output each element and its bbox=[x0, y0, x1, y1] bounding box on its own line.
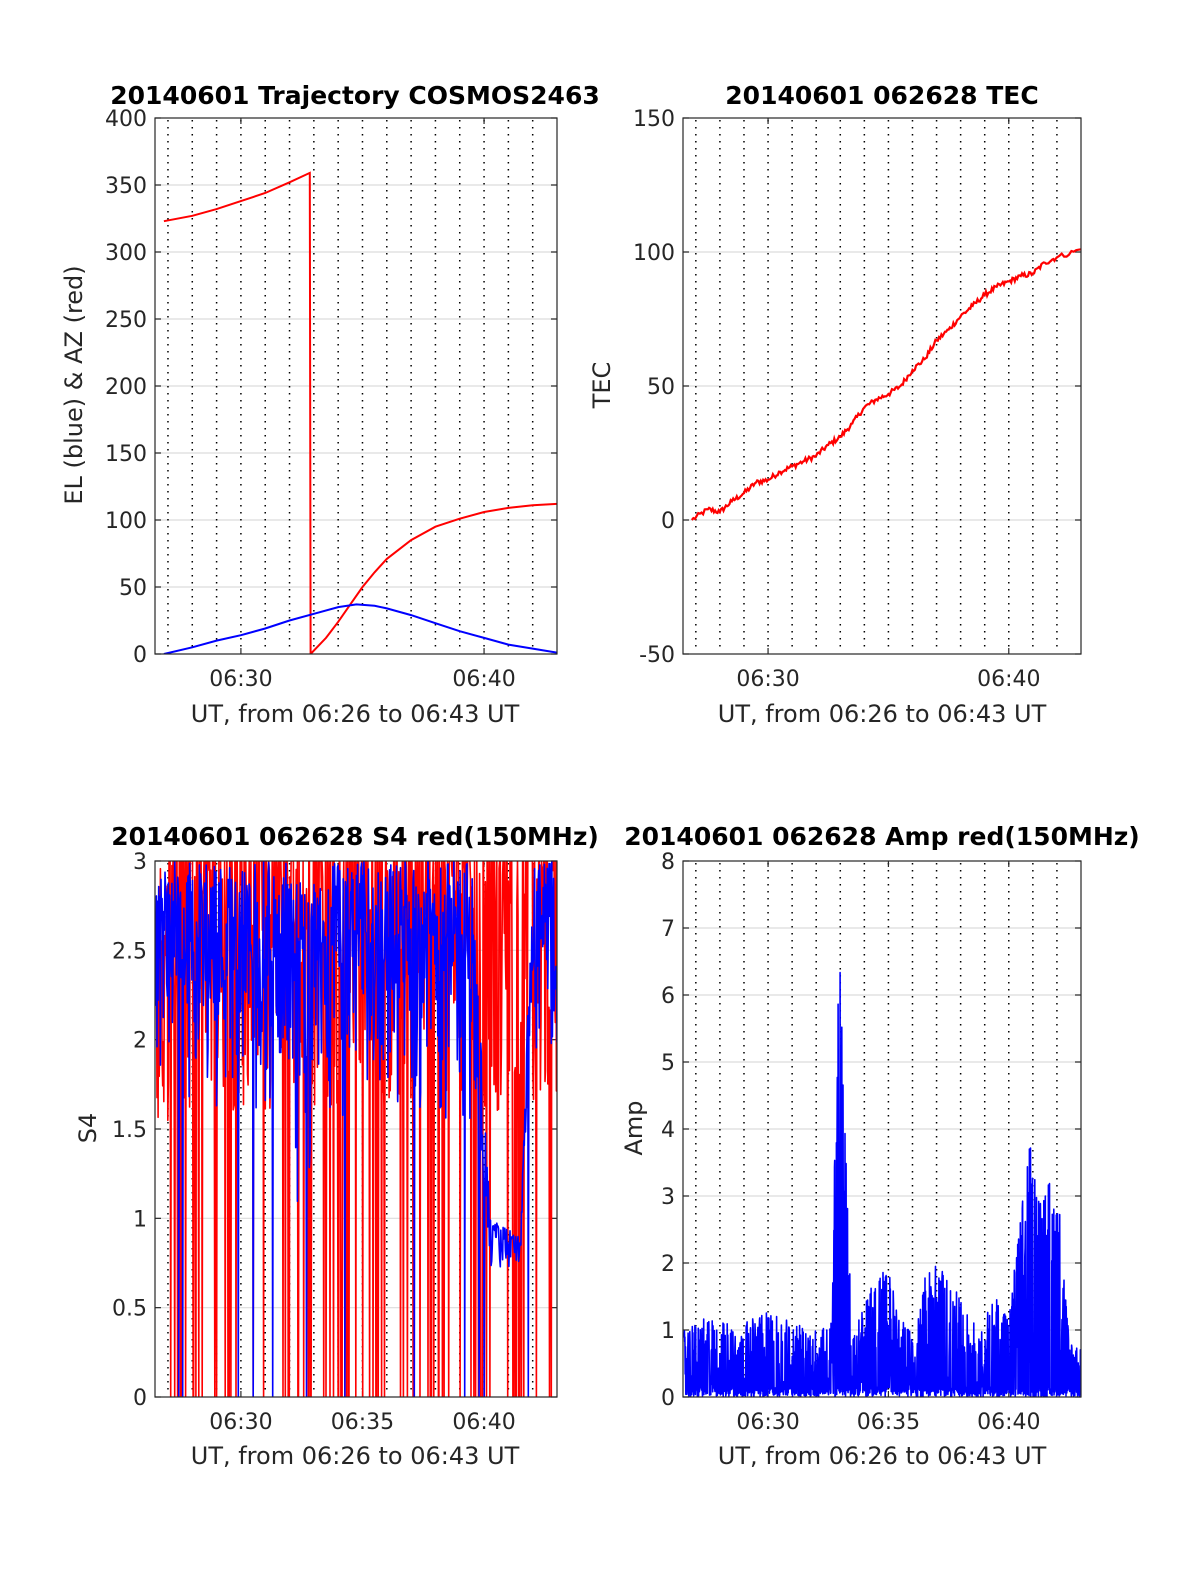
amp-panel: 20140601 062628 Amp red(150MHz) UT, from… bbox=[620, 822, 1140, 1470]
axes-frame bbox=[154, 117, 558, 655]
y-tick-label: 50 bbox=[647, 375, 675, 400]
x-tick-label: 06:30 bbox=[209, 1410, 272, 1435]
y-tick-label: 200 bbox=[105, 375, 147, 400]
s4-ylabel: S4 bbox=[74, 1113, 102, 1144]
trajectory-ylabel: EL (blue) & AZ (red) bbox=[60, 265, 88, 504]
y-tick-label: 300 bbox=[105, 241, 147, 266]
tec-xlabel: UT, from 06:26 to 06:43 UT bbox=[718, 700, 1047, 728]
y-tick-label: 8 bbox=[661, 850, 675, 875]
y-tick-label: 150 bbox=[105, 442, 147, 467]
y-tick-label: 0 bbox=[133, 643, 147, 668]
x-tick-label: 06:35 bbox=[857, 1410, 920, 1435]
amp-ylabel: Amp bbox=[620, 1100, 648, 1155]
y-tick-label: 5 bbox=[661, 1051, 675, 1076]
axes-frame bbox=[154, 860, 558, 1398]
amp-xlabel: UT, from 06:26 to 06:43 UT bbox=[718, 1442, 1047, 1470]
y-tick-label: 2 bbox=[661, 1252, 675, 1277]
y-tick-label: 7 bbox=[661, 917, 675, 942]
series-group bbox=[683, 971, 1081, 1397]
y-tick-label: 0.5 bbox=[112, 1297, 147, 1322]
y-tick-label: 100 bbox=[105, 509, 147, 534]
y-tick-label: 1 bbox=[133, 1207, 147, 1232]
series-line bbox=[690, 248, 1081, 521]
series-line bbox=[163, 171, 557, 654]
series-group bbox=[155, 861, 557, 1397]
trajectory-title: 20140601 Trajectory COSMOS2463 bbox=[110, 81, 600, 110]
y-tick-label: 2 bbox=[133, 1029, 147, 1054]
y-tick-label: 3 bbox=[133, 850, 147, 875]
series-line bbox=[683, 971, 1081, 1397]
s4-title: 20140601 062628 S4 red(150MHz) bbox=[111, 822, 599, 851]
series-group bbox=[690, 248, 1081, 521]
y-tick-label: 6 bbox=[661, 984, 675, 1009]
s4-xlabel: UT, from 06:26 to 06:43 UT bbox=[191, 1442, 520, 1470]
y-tick-label: 250 bbox=[105, 308, 147, 333]
x-tick-label: 06:40 bbox=[452, 667, 515, 692]
tec-panel: 20140601 062628 TEC UT, from 06:26 to 06… bbox=[588, 81, 1082, 728]
x-tick-label: 06:35 bbox=[331, 1410, 394, 1435]
y-tick-label: 100 bbox=[633, 241, 675, 266]
x-tick-label: 06:40 bbox=[977, 1410, 1040, 1435]
y-tick-label: 150 bbox=[633, 107, 675, 132]
s4-panel: 20140601 062628 S4 red(150MHz) UT, from … bbox=[74, 822, 599, 1470]
trajectory-panel: 20140601 Trajectory COSMOS2463 UT, from … bbox=[60, 81, 600, 728]
x-tick-label: 06:30 bbox=[736, 1410, 799, 1435]
axes-frame bbox=[682, 860, 1082, 1398]
y-tick-label: 350 bbox=[105, 174, 147, 199]
y-tick-label: 0 bbox=[661, 1386, 675, 1411]
trajectory-xlabel: UT, from 06:26 to 06:43 UT bbox=[191, 700, 520, 728]
x-tick-label: 06:40 bbox=[452, 1410, 515, 1435]
series-line bbox=[155, 861, 557, 1397]
y-tick-label: 0 bbox=[133, 1386, 147, 1411]
y-tick-label: 3 bbox=[661, 1185, 675, 1210]
amp-title: 20140601 062628 Amp red(150MHz) bbox=[624, 822, 1140, 851]
y-tick-label: -50 bbox=[639, 643, 675, 668]
y-tick-label: 400 bbox=[105, 107, 147, 132]
x-tick-label: 06:30 bbox=[209, 667, 272, 692]
y-tick-label: 0 bbox=[661, 509, 675, 534]
series-group bbox=[163, 171, 557, 654]
series-line bbox=[163, 603, 557, 654]
tec-ylabel: TEC bbox=[588, 362, 616, 410]
y-tick-label: 50 bbox=[119, 576, 147, 601]
y-tick-label: 2.5 bbox=[112, 939, 147, 964]
y-tick-label: 1.5 bbox=[112, 1118, 147, 1143]
y-tick-label: 4 bbox=[661, 1118, 675, 1143]
tec-title: 20140601 062628 TEC bbox=[725, 81, 1038, 110]
x-tick-label: 06:40 bbox=[977, 667, 1040, 692]
y-tick-label: 1 bbox=[661, 1319, 675, 1344]
axes-frame bbox=[682, 117, 1082, 655]
x-tick-label: 06:30 bbox=[736, 667, 799, 692]
